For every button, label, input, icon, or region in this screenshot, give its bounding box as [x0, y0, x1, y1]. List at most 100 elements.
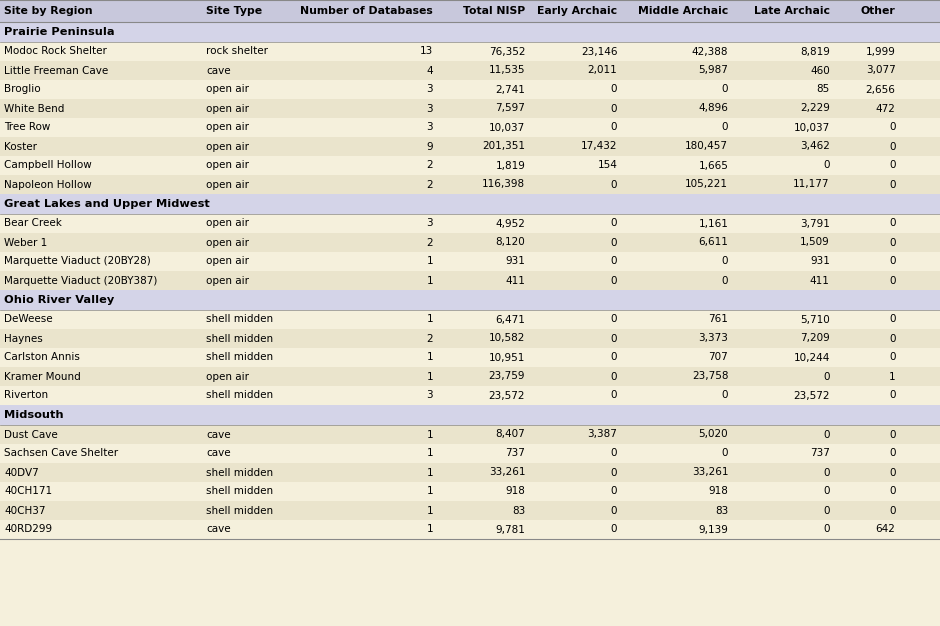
Text: 411: 411 [810, 275, 830, 285]
Text: 0: 0 [611, 218, 618, 228]
Text: Marquette Viaduct (20BY387): Marquette Viaduct (20BY387) [4, 275, 157, 285]
Bar [0, 463, 940, 482]
Text: 2,741: 2,741 [495, 85, 525, 95]
Text: 0: 0 [611, 314, 618, 324]
Text: shell midden: shell midden [206, 486, 274, 496]
Text: 13: 13 [420, 46, 433, 56]
Text: 0: 0 [889, 275, 896, 285]
Text: 0: 0 [889, 123, 896, 133]
Text: 1: 1 [427, 352, 433, 362]
Text: 11,535: 11,535 [489, 66, 525, 76]
Text: 460: 460 [810, 66, 830, 76]
Text: 1: 1 [427, 275, 433, 285]
Text: 23,572: 23,572 [489, 391, 525, 401]
Text: 0: 0 [611, 237, 618, 247]
Text: 3,373: 3,373 [698, 334, 728, 344]
Text: 17,432: 17,432 [581, 141, 618, 151]
Text: 0: 0 [611, 448, 618, 458]
Text: Marquette Viaduct (20BY28): Marquette Viaduct (20BY28) [4, 257, 150, 267]
Text: 0: 0 [889, 314, 896, 324]
Text: Great Lakes and Upper Midwest: Great Lakes and Upper Midwest [4, 199, 210, 209]
Text: 23,758: 23,758 [692, 371, 729, 381]
Bar [0, 444, 940, 463]
Text: 0: 0 [889, 237, 896, 247]
Text: open air: open air [206, 103, 249, 113]
Text: 85: 85 [817, 85, 830, 95]
Text: 4,952: 4,952 [495, 218, 525, 228]
Text: Napoleon Hollow: Napoleon Hollow [4, 180, 92, 190]
Text: 1: 1 [427, 506, 433, 515]
Text: Number of Databases: Number of Databases [301, 6, 433, 16]
Text: 0: 0 [722, 448, 728, 458]
Text: 0: 0 [722, 275, 728, 285]
Text: 931: 931 [810, 257, 830, 267]
Text: Modoc Rock Shelter: Modoc Rock Shelter [4, 46, 107, 56]
Text: 1,665: 1,665 [698, 160, 728, 170]
Text: Ohio River Valley: Ohio River Valley [4, 295, 115, 305]
Text: 0: 0 [889, 141, 896, 151]
Text: Late Archaic: Late Archaic [754, 6, 830, 16]
Bar [0, 386, 940, 405]
Bar [0, 310, 940, 329]
Text: 0: 0 [889, 257, 896, 267]
Bar [0, 329, 940, 348]
Text: 0: 0 [889, 486, 896, 496]
Text: shell midden: shell midden [206, 352, 274, 362]
Text: 1: 1 [427, 371, 433, 381]
Text: Other: Other [861, 6, 896, 16]
Text: 9: 9 [427, 141, 433, 151]
Text: 42,388: 42,388 [692, 46, 729, 56]
Text: 0: 0 [823, 525, 830, 535]
Text: rock shelter: rock shelter [206, 46, 268, 56]
Text: 6,471: 6,471 [495, 314, 525, 324]
Text: 0: 0 [823, 371, 830, 381]
Text: 8,120: 8,120 [495, 237, 525, 247]
Text: 40CH37: 40CH37 [4, 506, 45, 515]
Text: open air: open air [206, 218, 249, 228]
Text: 2: 2 [427, 180, 433, 190]
Text: 3: 3 [427, 103, 433, 113]
Text: 83: 83 [715, 506, 728, 515]
Text: 0: 0 [611, 103, 618, 113]
Bar [0, 367, 940, 386]
Text: Koster: Koster [4, 141, 37, 151]
Text: 0: 0 [722, 257, 728, 267]
Bar [0, 348, 940, 367]
Text: 0: 0 [889, 468, 896, 478]
Text: 0: 0 [611, 85, 618, 95]
Text: 0: 0 [611, 391, 618, 401]
Bar [0, 118, 940, 137]
Text: open air: open air [206, 275, 249, 285]
Bar [0, 271, 940, 290]
Text: 154: 154 [598, 160, 618, 170]
Text: cave: cave [206, 448, 230, 458]
Bar [0, 520, 940, 539]
Text: 7,209: 7,209 [800, 334, 830, 344]
Bar [0, 290, 940, 310]
Text: Kramer Mound: Kramer Mound [4, 371, 81, 381]
Text: 0: 0 [889, 180, 896, 190]
Text: 3: 3 [427, 85, 433, 95]
Text: 918: 918 [506, 486, 525, 496]
Text: 40CH171: 40CH171 [4, 486, 52, 496]
Text: 116,398: 116,398 [482, 180, 525, 190]
Text: 3: 3 [427, 123, 433, 133]
Text: 0: 0 [889, 160, 896, 170]
Text: 180,457: 180,457 [685, 141, 728, 151]
Text: 1: 1 [427, 525, 433, 535]
Text: open air: open air [206, 180, 249, 190]
Text: 1: 1 [427, 468, 433, 478]
Text: 0: 0 [889, 218, 896, 228]
Text: 10,037: 10,037 [793, 123, 830, 133]
Text: 0: 0 [722, 85, 728, 95]
Text: shell midden: shell midden [206, 314, 274, 324]
Text: 5,710: 5,710 [800, 314, 830, 324]
Bar [0, 482, 940, 501]
Text: 0: 0 [611, 334, 618, 344]
Bar [0, 175, 940, 194]
Text: Site by Region: Site by Region [4, 6, 93, 16]
Text: 737: 737 [506, 448, 525, 458]
Text: Dust Cave: Dust Cave [4, 429, 57, 439]
Text: 1,819: 1,819 [495, 160, 525, 170]
Text: 76,352: 76,352 [489, 46, 525, 56]
